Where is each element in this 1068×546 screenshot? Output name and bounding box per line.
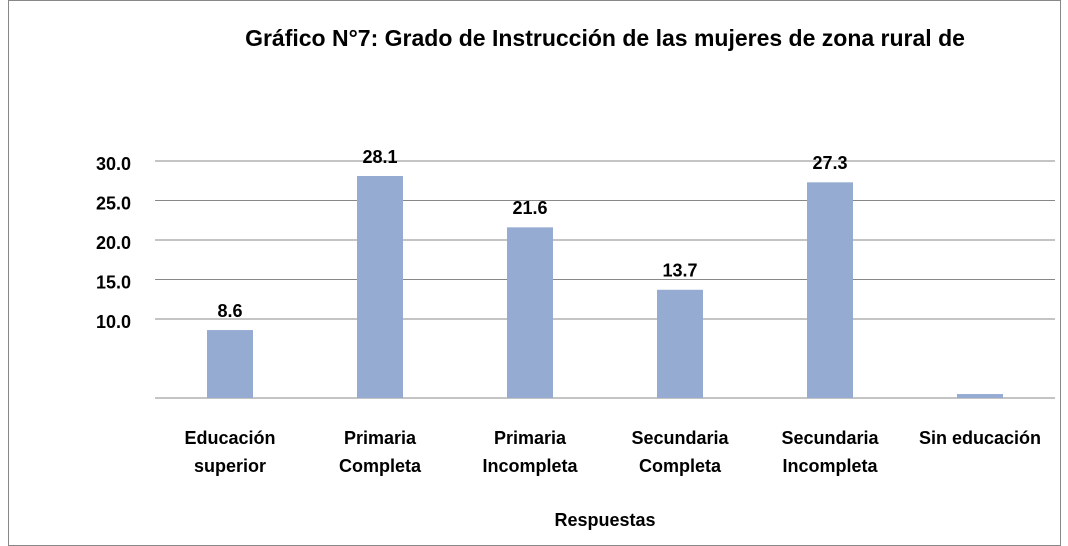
y-tick-label: 20.0 bbox=[96, 233, 131, 253]
bar bbox=[657, 289, 703, 398]
y-tick-label: 30.0 bbox=[96, 154, 131, 174]
data-label: 28.1 bbox=[362, 147, 397, 167]
x-tick-label: Secundaria Completa bbox=[631, 428, 729, 476]
bar bbox=[957, 394, 1003, 398]
chart-title: Gráfico N°7: Grado de Instrucción de las… bbox=[245, 25, 965, 51]
x-tick-label: Educación superior bbox=[184, 428, 276, 476]
data-label: 27.3 bbox=[812, 153, 847, 173]
bar bbox=[807, 182, 853, 398]
x-tick-label: Primaria Incompleta bbox=[482, 428, 578, 476]
y-tick-label: 25.0 bbox=[96, 193, 131, 213]
x-tick-label: Secundaria Incompleta bbox=[781, 428, 879, 476]
bar bbox=[357, 176, 403, 398]
data-label: 13.7 bbox=[662, 261, 697, 281]
y-tick-label: 15.0 bbox=[96, 272, 131, 292]
bar bbox=[207, 330, 253, 398]
bar bbox=[507, 227, 553, 398]
x-tick-label: Primaria Completa bbox=[338, 428, 421, 476]
x-axis-label: Respuestas bbox=[554, 510, 656, 530]
data-label: 21.6 bbox=[512, 198, 547, 218]
data-label: 8.6 bbox=[217, 301, 242, 321]
y-tick-label: 10.0 bbox=[96, 312, 131, 332]
x-tick-label: Sin educación bbox=[918, 428, 1042, 448]
